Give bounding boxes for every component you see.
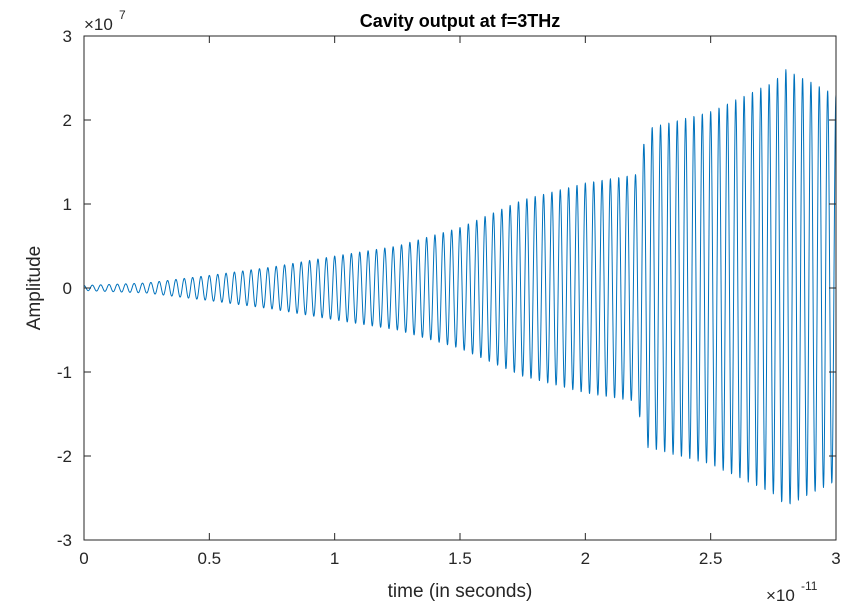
x-tick-label: 1.5 <box>448 549 472 568</box>
x-tick-label: 3 <box>831 549 840 568</box>
y-tick-label: 1 <box>63 195 72 214</box>
x-tick-label: 1 <box>330 549 339 568</box>
y-tick-label: -1 <box>57 363 72 382</box>
y-tick-label: -2 <box>57 447 72 466</box>
y-axis-ticks: -3 -2 -1 0 1 2 3 <box>57 27 836 550</box>
plot-area <box>83 69 837 505</box>
x-axis-multiplier: ×10 -11 <box>766 579 818 605</box>
y-tick-label: 2 <box>63 111 72 130</box>
y-multiplier-base: ×10 <box>84 15 113 34</box>
y-multiplier-exponent: 7 <box>119 8 126 22</box>
x-multiplier-exponent: -11 <box>801 579 818 593</box>
y-axis-multiplier: ×10 7 <box>84 8 126 34</box>
chart-title: Cavity output at f=3THz <box>360 11 561 31</box>
x-multiplier-base: ×10 <box>766 586 795 605</box>
signal-line <box>83 69 837 505</box>
x-axis-ticks: 0 0.5 1 1.5 2 2.5 3 <box>79 36 841 568</box>
y-tick-label: 0 <box>63 279 72 298</box>
x-tick-label: 2.5 <box>699 549 723 568</box>
x-tick-label: 2 <box>581 549 590 568</box>
y-tick-label: 3 <box>63 27 72 46</box>
x-axis-label: time (in seconds) <box>388 581 533 602</box>
x-tick-label: 0.5 <box>198 549 222 568</box>
y-tick-label: -3 <box>57 531 72 550</box>
y-axis-label: Amplitude <box>24 246 45 331</box>
x-tick-label: 0 <box>79 549 88 568</box>
